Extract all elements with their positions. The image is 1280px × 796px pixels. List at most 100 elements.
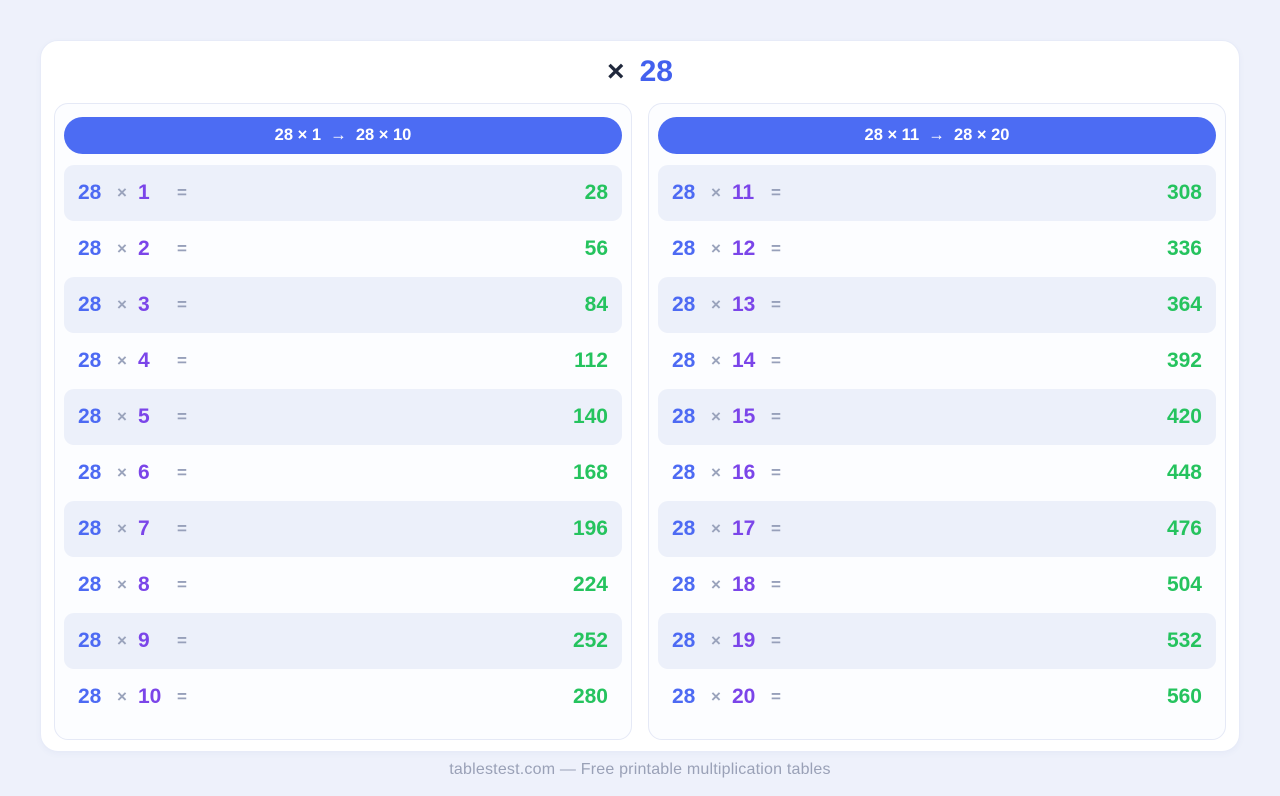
multiplicand-value: 28	[672, 237, 696, 260]
table-row: 28 × 3 = 84	[64, 277, 622, 333]
multiplier-value: 16	[731, 461, 756, 484]
equals-sign: =	[176, 295, 187, 314]
multiplier-value: 5	[137, 405, 150, 428]
rows-list: 28 × 11 = 308 28 × 12 = 336 28 × 13 = 36…	[658, 165, 1216, 725]
multiplicand-value: 28	[672, 405, 696, 428]
page-title: × 28	[41, 41, 1239, 103]
table-row: 28 × 17 = 476	[658, 501, 1216, 557]
times-operator: ×	[117, 183, 127, 202]
table-row: 28 × 19 = 532	[658, 613, 1216, 669]
multiplicand-value: 28	[78, 461, 102, 484]
equals-sign: =	[176, 351, 187, 370]
times-operator: ×	[711, 183, 721, 202]
equals-sign: =	[770, 575, 781, 594]
table-row: 28 × 18 = 504	[658, 557, 1216, 613]
product-value: 392	[1166, 349, 1202, 372]
multiplicand-value: 28	[672, 181, 696, 204]
product-value: 560	[1166, 685, 1202, 708]
multiplicand-value: 28	[78, 573, 102, 596]
product-value: 420	[1166, 405, 1202, 428]
times-operator: ×	[711, 575, 721, 594]
multiplier-value: 17	[731, 517, 756, 540]
product-value: 308	[1166, 181, 1202, 204]
multiplicand-value: 28	[78, 349, 102, 372]
multiplicand-value: 28	[78, 237, 102, 260]
table-row: 28 × 5 = 140	[64, 389, 622, 445]
table-row: 28 × 15 = 420	[658, 389, 1216, 445]
product-value: 252	[572, 629, 608, 652]
multiplicand-value: 28	[672, 573, 696, 596]
equals-sign: =	[770, 351, 781, 370]
multiplier-value: 9	[137, 629, 150, 652]
multiplicand-value: 28	[78, 685, 102, 708]
multiplier-value: 19	[731, 629, 756, 652]
equals-sign: =	[770, 295, 781, 314]
panel-header-range: 28 × 1 → 28 × 10	[64, 117, 622, 154]
multiplicand-value: 28	[78, 405, 102, 428]
equals-sign: =	[770, 463, 781, 482]
table-row: 28 × 14 = 392	[658, 333, 1216, 389]
table-row: 28 × 2 = 56	[64, 221, 622, 277]
multiplier-value: 4	[137, 349, 150, 372]
product-value: 364	[1166, 293, 1202, 316]
table-row: 28 × 6 = 168	[64, 445, 622, 501]
times-operator: ×	[711, 519, 721, 538]
table-row: 28 × 10 = 280	[64, 669, 622, 725]
multiplicand-value: 28	[672, 293, 696, 316]
equals-sign: =	[176, 519, 187, 538]
equals-sign: =	[176, 463, 187, 482]
equals-sign: =	[770, 519, 781, 538]
product-value: 476	[1166, 517, 1202, 540]
title-number: 28	[639, 55, 673, 88]
product-value: 532	[1166, 629, 1202, 652]
multiplicand-value: 28	[78, 293, 102, 316]
table-row: 28 × 12 = 336	[658, 221, 1216, 277]
table-row: 28 × 4 = 112	[64, 333, 622, 389]
product-value: 196	[572, 517, 608, 540]
multiplier-value: 2	[137, 237, 150, 260]
equals-sign: =	[770, 407, 781, 426]
panel-11-to-20: 28 × 11 → 28 × 20 28 × 11 = 308 28 × 12 …	[648, 103, 1226, 740]
equals-sign: =	[176, 407, 187, 426]
product-value: 336	[1166, 237, 1202, 260]
table-row: 28 × 13 = 364	[658, 277, 1216, 333]
table-row: 28 × 20 = 560	[658, 669, 1216, 725]
product-value: 448	[1166, 461, 1202, 484]
multiplicand-value: 28	[672, 629, 696, 652]
equals-sign: =	[770, 631, 781, 650]
product-value: 84	[584, 293, 608, 316]
table-row: 28 × 8 = 224	[64, 557, 622, 613]
multiplicand-value: 28	[78, 181, 102, 204]
multiplicand-value: 28	[672, 461, 696, 484]
multiplier-value: 3	[137, 293, 150, 316]
panels-container: 28 × 1 → 28 × 10 28 × 1 = 28 28 × 2 = 56…	[41, 103, 1239, 740]
equals-sign: =	[176, 687, 187, 706]
multiplier-value: 6	[137, 461, 150, 484]
panel-header-range: 28 × 11 → 28 × 20	[658, 117, 1216, 154]
product-value: 28	[584, 181, 608, 204]
multiplier-value: 1	[137, 181, 150, 204]
multiplier-value: 20	[731, 685, 756, 708]
times-operator: ×	[711, 463, 721, 482]
table-row: 28 × 11 = 308	[658, 165, 1216, 221]
table-row: 28 × 1 = 28	[64, 165, 622, 221]
times-operator: ×	[117, 631, 127, 650]
product-value: 224	[572, 573, 608, 596]
rows-list: 28 × 1 = 28 28 × 2 = 56 28 × 3 = 84 28 ×…	[64, 165, 622, 725]
multiplicand-value: 28	[78, 629, 102, 652]
times-operator: ×	[117, 407, 127, 426]
multiplier-value: 8	[137, 573, 150, 596]
product-value: 504	[1166, 573, 1202, 596]
times-operator: ×	[117, 687, 127, 706]
title-multiply-symbol: ×	[607, 55, 625, 88]
multiplier-value: 10	[137, 685, 162, 708]
times-operator: ×	[117, 519, 127, 538]
equals-sign: =	[176, 631, 187, 650]
times-operator: ×	[711, 631, 721, 650]
product-value: 112	[574, 349, 608, 372]
equals-sign: =	[770, 239, 781, 258]
table-row: 28 × 16 = 448	[658, 445, 1216, 501]
times-operator: ×	[117, 239, 127, 258]
panel-1-to-10: 28 × 1 → 28 × 10 28 × 1 = 28 28 × 2 = 56…	[54, 103, 632, 740]
times-operator: ×	[711, 351, 721, 370]
